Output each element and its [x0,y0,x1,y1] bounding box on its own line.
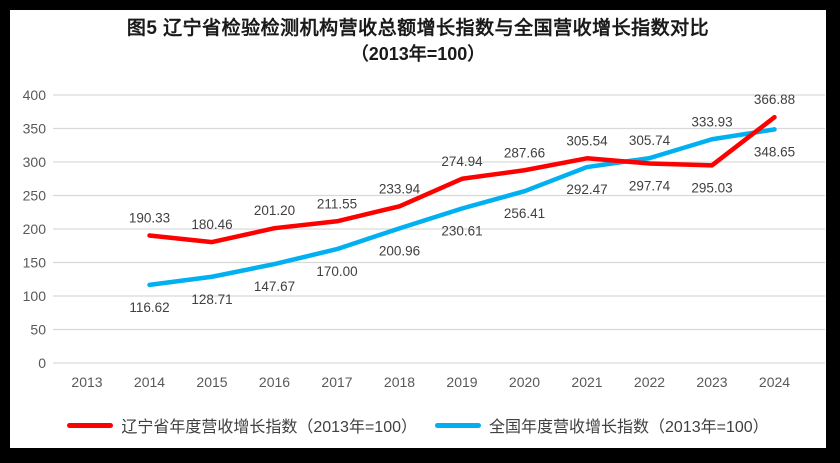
data-label: 190.33 [129,210,170,225]
data-label: 366.88 [754,92,795,107]
y-axis-tick-label: 200 [23,221,47,237]
y-axis-tick-label: 150 [23,255,47,271]
liaoning-line-swatch [67,422,114,428]
data-label: 287.66 [504,145,545,160]
y-axis-tick-label: 300 [23,154,47,170]
x-axis-tick-label: 2019 [446,374,477,390]
data-label: 128.71 [191,292,232,307]
legend-item-national: 全国年度营收增长指数（2013年=100） [435,413,769,437]
x-axis-tick-label: 2021 [571,374,602,390]
y-axis-tick-label: 0 [38,355,46,371]
y-axis-tick-label: 400 [23,87,47,103]
legend-label-liaoning: 辽宁省年度营收增长指数（2013年=100） [121,419,417,436]
data-label: 348.65 [754,144,795,159]
chart-legend: 辽宁省年度营收增长指数（2013年=100） 全国年度营收增长指数（2013年=… [10,413,826,437]
data-label: 256.41 [504,206,545,221]
x-axis-tick-label: 2015 [196,374,227,390]
data-label: 147.67 [254,279,295,294]
data-label: 170.00 [316,264,357,279]
chart-title: 图5 辽宁省检验检测机构营收总额增长指数与全国营收增长指数对比 （2013年=1… [10,16,826,66]
x-axis-tick-label: 2016 [259,374,290,390]
data-label: 305.54 [566,133,608,148]
x-axis-tick-label: 2017 [321,374,352,390]
x-axis-tick-label: 2020 [509,374,540,390]
x-axis-tick-label: 2014 [134,374,165,390]
series-line [147,127,777,288]
chart-title-line2: （2013年=100） [350,44,486,64]
y-axis-tick-label: 100 [23,288,47,304]
chart-page: 0 50 100 150 200 250 300 350 400 2013 2014 2015 2016… [10,10,826,448]
data-label: 305.74 [629,133,671,148]
national-line-swatch [435,422,481,428]
x-axis-tick-label: 2023 [696,374,727,390]
data-label: 274.94 [441,154,483,169]
data-label: 295.03 [691,180,732,195]
y-axis-tick-label: 250 [23,188,47,204]
legend-item-liaoning: 辽宁省年度营收增长指数（2013年=100） [67,413,417,437]
x-axis-tick-label: 2024 [759,374,790,390]
data-label: 233.94 [379,181,421,196]
data-label: 211.55 [317,196,357,211]
y-axis-tick-label: 50 [30,322,46,338]
series-line [147,114,777,245]
data-label: 297.74 [629,179,671,194]
data-label: 230.61 [441,223,482,238]
x-axis-tick-label: 2018 [384,374,415,390]
data-label: 200.96 [379,243,420,258]
x-axis-tick-label: 2013 [71,374,102,390]
data-label: 333.93 [691,114,732,129]
y-axis-tick-label: 350 [23,121,47,137]
legend-label-national: 全国年度营收增长指数（2013年=100） [489,419,769,436]
data-label: 292.47 [566,182,607,197]
data-label: 180.46 [191,217,232,232]
chart-title-line1: 图5 辽宁省检验检测机构营收总额增长指数与全国营收增长指数对比 [126,18,710,39]
data-label: 116.62 [129,300,169,315]
x-axis-tick-label: 2022 [634,374,665,390]
data-label: 201.20 [254,203,295,218]
